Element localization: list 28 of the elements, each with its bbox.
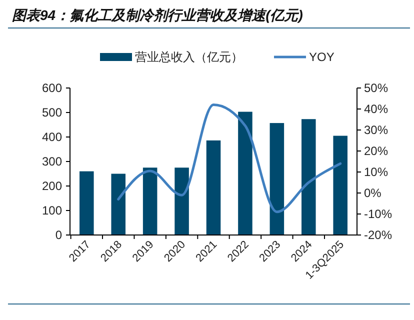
y2-tick-label: -20% (364, 228, 392, 242)
bar (333, 136, 348, 235)
y-tick-label: 600 (42, 81, 62, 95)
bar (270, 123, 284, 235)
y2-tick-label: 20% (364, 144, 388, 158)
bar (238, 112, 252, 235)
y2-tick-label: 30% (364, 123, 388, 137)
y2-tick-label: 50% (364, 81, 388, 95)
bar (111, 174, 126, 235)
y-tick-label: 100 (42, 204, 62, 218)
line-series (117, 104, 342, 214)
y-tick-label: 200 (42, 179, 62, 193)
bar (302, 119, 316, 235)
y2-tick-label: 10% (364, 165, 388, 179)
y-tick-label: 400 (42, 130, 62, 144)
y-tick-label: 300 (42, 154, 62, 168)
bar (174, 168, 189, 235)
bar (80, 171, 94, 235)
y2-tick-label: -10% (364, 207, 392, 221)
legend-label: 营业总收入（亿元） (135, 50, 243, 64)
legend-label: YOY (309, 50, 334, 64)
chart-title: 图表94：氟化工及制冷剂行业营收及增速(亿元) (12, 7, 304, 23)
y2-tick-label: 0% (364, 186, 382, 200)
bar (206, 140, 221, 235)
y2-tick-label: 40% (364, 102, 388, 116)
y-tick-label: 0 (55, 228, 62, 242)
bar (142, 168, 158, 235)
y-tick-label: 500 (42, 106, 62, 120)
